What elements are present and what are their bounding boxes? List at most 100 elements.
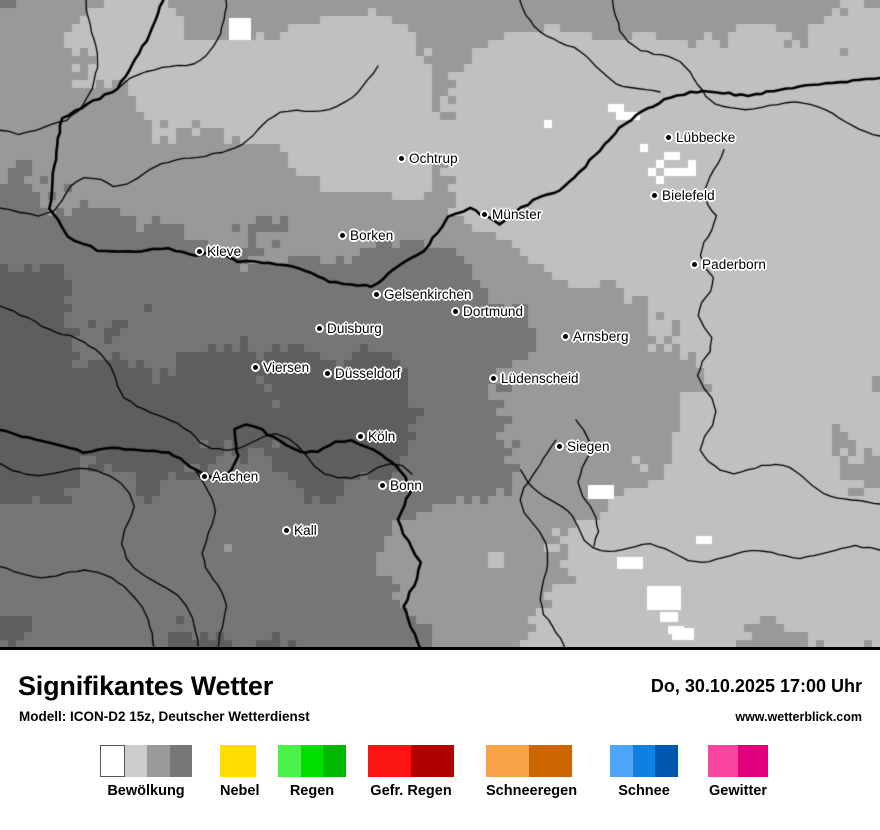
legend-label: Gefr. Regen (370, 783, 452, 799)
legend-swatch (486, 745, 529, 777)
city-label: Münster (492, 207, 542, 223)
legend-swatches (610, 745, 679, 777)
city-marker[interactable]: Köln (356, 428, 395, 446)
city-label: Dortmund (463, 304, 524, 320)
city-marker[interactable]: Münster (480, 206, 541, 224)
city-marker[interactable]: Lüdenscheid (489, 370, 579, 388)
weather-map[interactable]: Lübbecke Ochtrup Bielefeld Münster Borken Kle… (0, 0, 880, 650)
legend-item-1: Nebel (220, 745, 260, 800)
legend-swatch (368, 745, 411, 777)
city-label: Ochtrup (409, 151, 458, 167)
city-label: Köln (368, 429, 396, 445)
city-label: Borken (350, 228, 394, 244)
legend-item-5: Schnee (610, 745, 679, 800)
legend-label: Bewölkung (107, 783, 185, 799)
city-label: Aachen (212, 469, 259, 485)
forecast-datetime: Do, 30.10.2025 17:00 Uhr (650, 676, 862, 696)
legend-swatches (278, 745, 347, 777)
city-dot-icon (561, 332, 570, 342)
legend-swatches (708, 745, 768, 777)
city-marker[interactable]: Duisburg (315, 320, 382, 338)
legend-item-3: Gefr. Regen (368, 745, 454, 800)
city-dot-icon (397, 154, 406, 164)
city-dot-icon (251, 363, 260, 373)
cloud-cover-raster (0, 0, 880, 650)
city-label: Bonn (390, 478, 422, 494)
city-dot-icon (555, 442, 564, 452)
city-dot-icon (650, 191, 659, 201)
city-marker[interactable]: Lübbecke (664, 129, 735, 147)
legend-label: Gewitter (708, 783, 767, 799)
city-label: Kall (294, 523, 317, 539)
model-subtitle: Modell: ICON-D2 15z, Deutscher Wetterdie… (19, 709, 310, 724)
city-label: Siegen (567, 439, 610, 455)
legend-swatch (323, 745, 347, 777)
map-footer: Signifikantes Wetter Modell: ICON-D2 15z… (0, 650, 880, 830)
city-marker[interactable]: Ochtrup (397, 150, 458, 168)
city-marker[interactable]: Siegen (555, 438, 610, 456)
city-label: Lüdenscheid (501, 371, 579, 387)
city-marker[interactable]: Borken (338, 227, 393, 245)
city-marker[interactable]: Bielefeld (650, 187, 715, 205)
city-dot-icon (315, 324, 324, 334)
legend-item-2: Regen (278, 745, 347, 800)
city-label: Paderborn (702, 257, 766, 273)
city-dot-icon (282, 526, 291, 536)
city-label: Bielefeld (662, 188, 715, 204)
city-marker[interactable]: Arnsberg (561, 328, 629, 346)
city-marker[interactable]: Aachen (200, 468, 258, 486)
legend-swatch (100, 745, 125, 777)
legend-label: Schnee (618, 783, 670, 799)
city-dot-icon (378, 481, 387, 491)
legend-swatch (610, 745, 633, 777)
city-label: Viersen (263, 360, 310, 376)
city-marker[interactable]: Kall (282, 522, 317, 540)
city-label: Gelsenkirchen (384, 287, 472, 303)
city-dot-icon (451, 307, 460, 317)
city-dot-icon (489, 374, 498, 384)
legend-swatches (368, 745, 454, 777)
city-marker[interactable]: Düsseldorf (323, 365, 401, 383)
city-dot-icon (338, 231, 347, 241)
legend-swatch (529, 745, 572, 777)
legend-item-4: Schneeregen (486, 745, 578, 800)
legend: Bewölkung Nebel Regen Gefr. Regen Schneerege… (0, 745, 880, 815)
legend-swatch (220, 745, 256, 777)
city-marker[interactable]: Bonn (378, 477, 422, 495)
legend-label: Regen (289, 783, 335, 799)
city-label: Lübbecke (676, 130, 736, 146)
city-marker[interactable]: Gelsenkirchen (372, 286, 472, 304)
legend-swatch (124, 745, 147, 777)
city-dot-icon (664, 133, 673, 143)
legend-swatch (708, 745, 738, 777)
city-dot-icon (356, 432, 365, 442)
city-dot-icon (195, 247, 204, 257)
city-marker[interactable]: Paderborn (690, 256, 766, 274)
city-marker[interactable]: Dortmund (451, 303, 523, 321)
legend-item-6: Gewitter (708, 745, 768, 800)
city-dot-icon (372, 290, 381, 300)
legend-swatch (147, 745, 170, 777)
city-dot-icon (200, 472, 209, 482)
city-label: Duisburg (327, 321, 382, 337)
legend-swatch (738, 745, 768, 777)
city-marker[interactable]: Viersen (251, 359, 309, 377)
legend-label: Schneeregen (486, 783, 578, 799)
city-marker[interactable]: Kleve (195, 243, 241, 261)
legend-item-0: Bewölkung (100, 745, 192, 800)
legend-label: Nebel (220, 783, 260, 799)
city-label: Düsseldorf (335, 366, 401, 382)
city-label: Arnsberg (573, 329, 629, 345)
legend-swatch (632, 745, 656, 777)
legend-swatch (169, 745, 192, 777)
city-dot-icon (690, 260, 699, 270)
legend-swatches (100, 745, 192, 777)
city-label: Kleve (207, 244, 242, 260)
city-dot-icon (480, 210, 489, 220)
legend-swatch (411, 745, 454, 777)
legend-swatches (486, 745, 572, 777)
legend-swatch (655, 745, 679, 777)
legend-swatch (300, 745, 324, 777)
page-title: Signifikantes Wetter (18, 671, 274, 701)
